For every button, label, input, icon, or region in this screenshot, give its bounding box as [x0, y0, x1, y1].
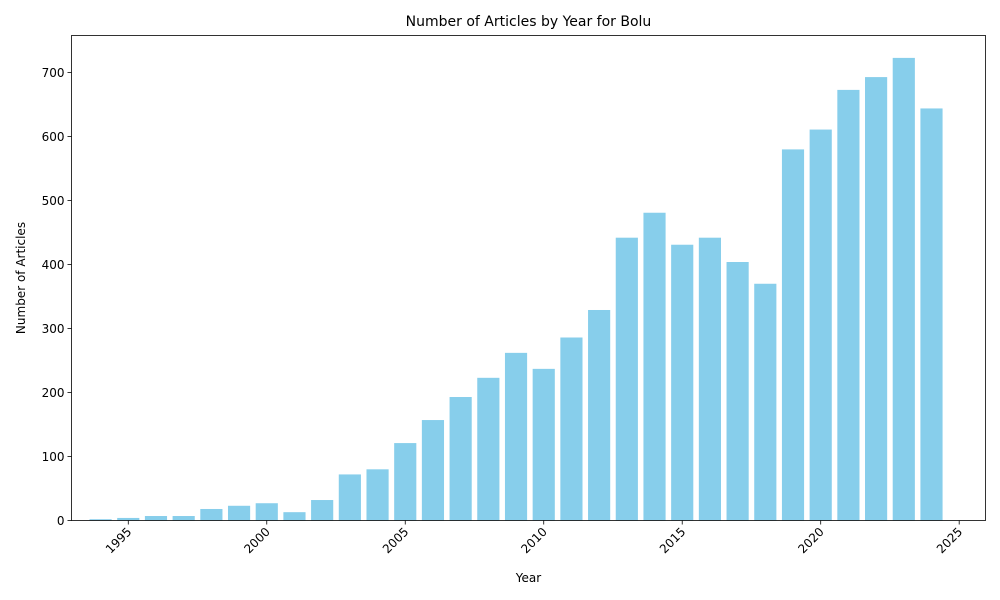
y-tick-label: 200: [42, 386, 65, 400]
bar-1999: [227, 505, 251, 521]
x-tick-label: 1995: [103, 525, 134, 556]
bar-2001: [283, 512, 306, 521]
bar-2002: [311, 500, 334, 521]
bar-2013: [615, 237, 638, 521]
bar-2020: [809, 129, 832, 521]
bar-1997: [172, 516, 195, 521]
bar-2000: [255, 503, 278, 521]
y-axis-label: Number of Articles: [14, 222, 28, 334]
bar-2010: [532, 368, 555, 521]
bar-2021: [837, 89, 860, 521]
y-tick-label: 0: [57, 514, 65, 528]
bar-2005: [394, 443, 417, 521]
x-tick-label: 2020: [795, 525, 826, 556]
bar-1996: [144, 516, 168, 521]
bar-2016: [698, 237, 721, 521]
plot-area: [71, 35, 986, 521]
bar-2014: [643, 212, 666, 521]
axes-frame: [71, 35, 986, 521]
bar-2022: [865, 77, 888, 521]
y-tick-label: 100: [42, 450, 65, 464]
bar-2007: [449, 397, 472, 521]
y-tick-label: 500: [42, 194, 65, 208]
bar-2024: [920, 108, 943, 521]
bar-2018: [754, 283, 777, 521]
bar-2017: [726, 262, 749, 521]
y-tick-label: 400: [42, 258, 65, 272]
bar-2015: [671, 244, 694, 521]
bars: [89, 57, 943, 521]
x-tick-label: 2000: [241, 525, 272, 556]
bar-2019: [781, 149, 805, 521]
bar-1995: [117, 517, 140, 521]
bar-2023: [892, 57, 915, 521]
bar-1998: [200, 508, 223, 521]
x-tick-label: 2010: [518, 525, 549, 556]
y-tick-label: 300: [42, 322, 65, 336]
x-tick-label: 2025: [934, 525, 965, 556]
y-tick-label: 700: [42, 66, 65, 80]
bar-2012: [588, 309, 611, 521]
y-axis-ticks: 0 100 200 300 400 500 600 700: [42, 66, 72, 528]
x-axis-ticks: 1995 2000 2005 2010 2015 2020 2025: [103, 520, 965, 556]
bar-2011: [560, 337, 583, 521]
y-tick-label: 600: [42, 130, 65, 144]
x-tick-label: 2015: [657, 525, 688, 556]
bar-2003: [338, 474, 361, 521]
x-axis-label: Year: [515, 571, 541, 585]
bar-2004: [366, 469, 389, 521]
x-tick-label: 2005: [380, 525, 411, 556]
chart-title: Number of Articles by Year for Bolu: [406, 14, 652, 30]
bar-2008: [477, 377, 500, 521]
bar-1994: [89, 519, 112, 521]
bar-2009: [504, 352, 528, 521]
bar-2006: [421, 420, 445, 521]
